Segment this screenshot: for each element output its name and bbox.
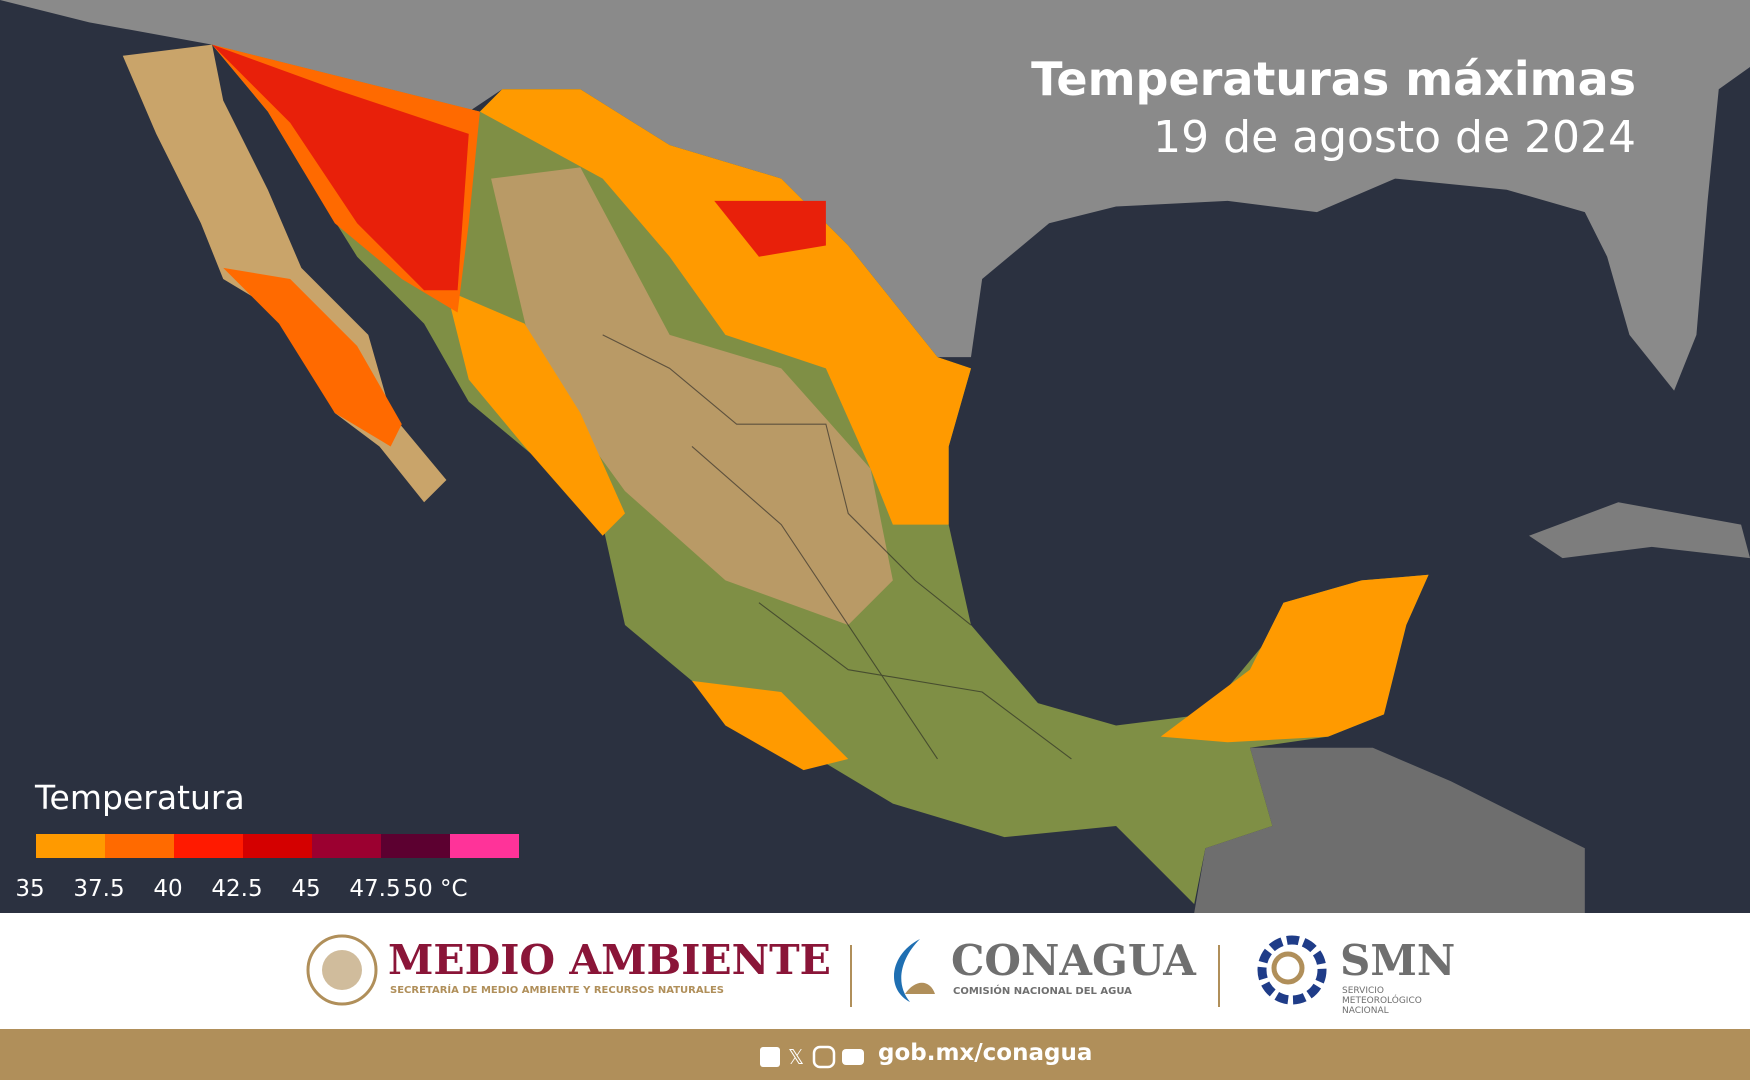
logo-name: MEDIO AMBIENTE	[388, 936, 831, 984]
logo-subtitle: SERVICIO METEOROLÓGICO NACIONAL	[1342, 986, 1422, 1016]
separator	[850, 945, 852, 1007]
legend-swatch	[105, 834, 174, 858]
footer-bar	[0, 1029, 1750, 1080]
legend-swatch	[450, 834, 519, 858]
legend-title: Temperatura	[35, 778, 245, 817]
map	[0, 0, 1750, 913]
separator	[1218, 945, 1220, 1007]
logo-name: SMN	[1340, 936, 1456, 985]
legend-tick: 42.5	[211, 876, 263, 902]
legend-tick: 50 °C	[403, 876, 468, 902]
legend-swatch	[312, 834, 381, 858]
legend-tick: 45	[291, 876, 321, 902]
logo-subtitle-line: NACIONAL	[1342, 1006, 1389, 1016]
logo-subtitle-line: METEOROLÓGICO	[1342, 996, 1422, 1006]
legend-swatch	[36, 834, 105, 858]
title: Temperaturas máximas	[1031, 52, 1636, 106]
smn-icon	[1257, 935, 1327, 1005]
svg-text:𝕏: 𝕏	[788, 1045, 804, 1069]
legend-swatch	[243, 834, 312, 858]
legend-tick: 37.5	[73, 876, 125, 902]
subtitle: 19 de agosto de 2024	[1153, 112, 1636, 163]
conagua-icon	[893, 939, 935, 1002]
footer-link[interactable]: gob.mx/conagua	[878, 1040, 1093, 1066]
social-icons: 𝕏	[760, 1045, 864, 1069]
logo-subtitle-line: SERVICIO	[1342, 986, 1384, 996]
coat-of-arms	[306, 934, 378, 1006]
legend-tick: 35	[15, 876, 45, 902]
legend-tick: 47.5	[349, 876, 401, 902]
logo-band	[0, 913, 1750, 1029]
legend-swatches	[36, 834, 519, 858]
legend-swatch	[174, 834, 243, 858]
logo-subtitle: COMISIÓN NACIONAL DEL AGUA	[953, 986, 1132, 997]
logo-subtitle: SECRETARÍA DE MEDIO AMBIENTE Y RECURSOS …	[390, 985, 725, 996]
legend-tick: 40	[153, 876, 183, 902]
legend-swatch	[381, 834, 450, 858]
logo-name: CONAGUA	[951, 936, 1196, 985]
